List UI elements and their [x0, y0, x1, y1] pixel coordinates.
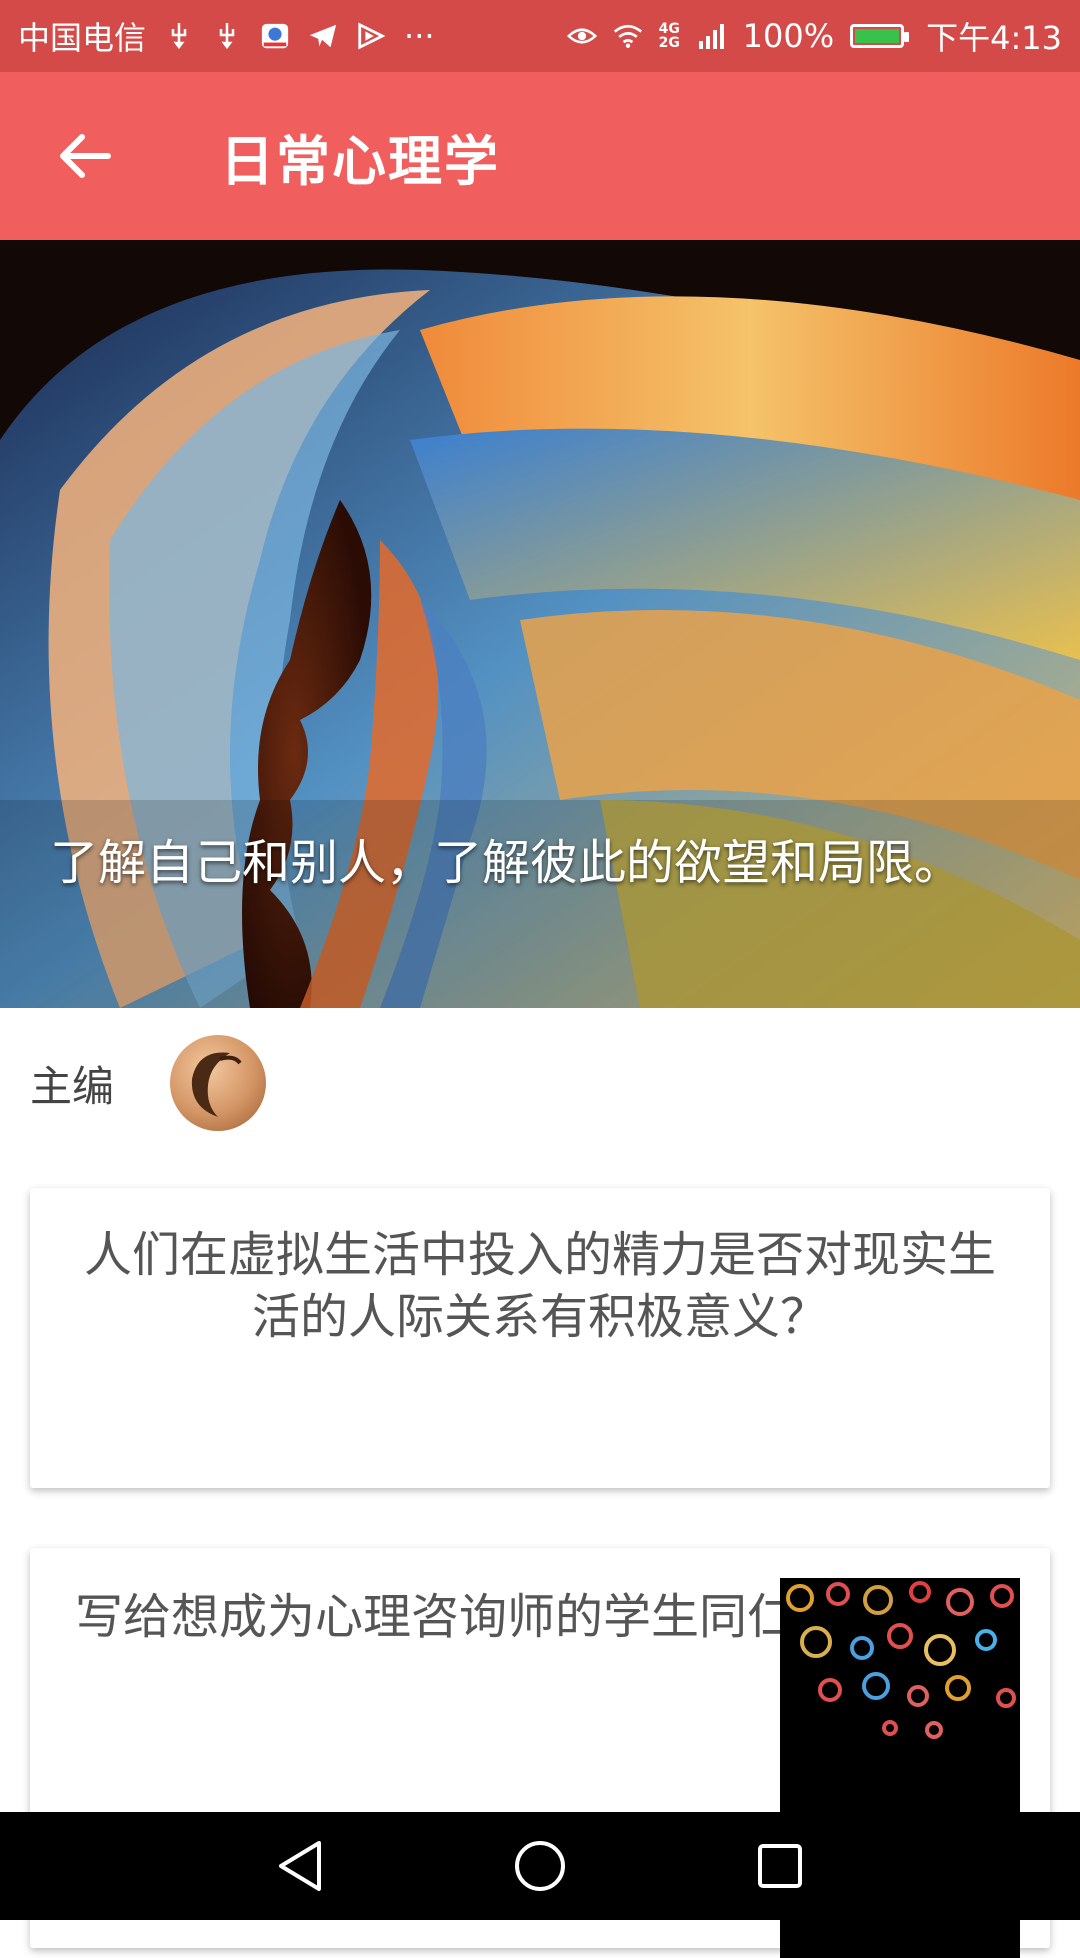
editor-label: 主编 — [30, 1061, 115, 1111]
recents-square-icon — [758, 1844, 802, 1888]
clock: 下午4:13 — [926, 19, 1062, 57]
app-bar: 日常心理学 — [0, 72, 1080, 240]
status-right: 4G 2G 100% 下午4:13 — [566, 13, 1062, 59]
telegram-icon — [308, 21, 338, 51]
article-title: 人们在虚拟生活中投入的精力是否对现实生活的人际关系有积极意义？ — [83, 1227, 996, 1345]
system-nav-bar — [0, 1812, 1080, 1920]
hero-banner[interactable]: 了解自己和别人，了解彼此的欲望和局限。 — [0, 240, 1080, 1008]
editor-avatar[interactable] — [170, 1035, 267, 1131]
page-title: 日常心理学 — [220, 129, 500, 193]
signal-icon — [697, 21, 727, 51]
video-app-icon — [260, 21, 290, 51]
battery-percent: 100% — [742, 17, 835, 55]
back-button[interactable] — [25, 96, 145, 216]
nav-recents-button[interactable] — [735, 1821, 825, 1911]
battery-icon — [850, 24, 910, 48]
hero-artwork — [0, 240, 1080, 1008]
nav-home-button[interactable] — [495, 1821, 585, 1911]
avatar-image — [191, 1052, 242, 1117]
arrow-left-icon — [60, 134, 111, 178]
wifi-icon — [613, 21, 643, 51]
article-title: 写给想成为心理咨询师的学生同仁 — [74, 1589, 795, 1645]
play-icon — [356, 21, 386, 51]
status-left: 中国电信 ··· — [18, 13, 435, 59]
usb-icon — [164, 21, 194, 51]
home-circle-icon — [515, 1841, 565, 1891]
usb-icon — [212, 21, 242, 51]
carrier-label: 中国电信 — [18, 19, 147, 57]
article-card[interactable]: 人们在虚拟生活中投入的精力是否对现实生活的人际关系有积极意义？ — [30, 1188, 1050, 1488]
eye-icon — [566, 21, 597, 51]
overflow-dots: ··· — [404, 17, 435, 55]
status-bar: 中国电信 ··· 4G 2G 100% 下午4:13 — [0, 0, 1080, 72]
hero-caption: 了解自己和别人，了解彼此的欲望和局限。 — [50, 835, 963, 891]
network-type-label: 4G 2G — [658, 21, 680, 51]
nav-back-button[interactable] — [255, 1821, 345, 1911]
editor-row: 主编 — [0, 1008, 1080, 1158]
back-triangle-icon — [279, 1841, 321, 1891]
